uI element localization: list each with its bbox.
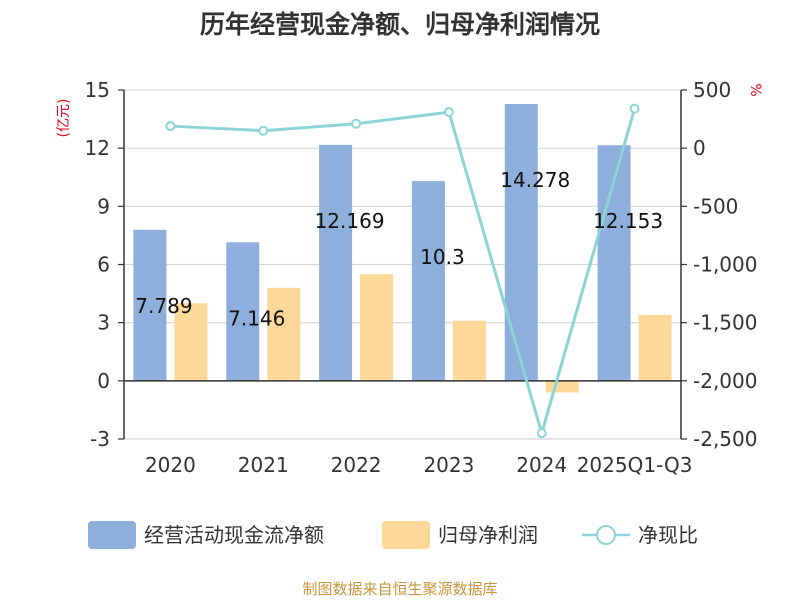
ratio-line-path (170, 108, 637, 439)
net-profit-bar (638, 314, 672, 381)
x-tick-label: 2023 (423, 453, 474, 477)
left-axis-unit: (亿元) (56, 99, 72, 138)
source-note: 制图数据来自恒生聚源数据库 (302, 580, 497, 598)
cashflow-value-label: 7.146 (228, 306, 285, 330)
net-profit-bar (452, 320, 486, 381)
cashflow-bar (319, 144, 353, 381)
legend-label: 净现比 (638, 523, 698, 547)
cashflow-bar (411, 181, 445, 381)
ratio-point (351, 118, 362, 129)
cashflow-value-label: 7.789 (135, 294, 192, 318)
axes: 15 12 9 6 3 0 -3 500 0 -500 -1,000 -1,500 -2,000 -2,5… (85, 78, 758, 477)
legend-label: 归母净利润 (438, 523, 538, 547)
cashflow-bar (226, 242, 260, 381)
net-profit-bar (545, 380, 579, 393)
left-tick-label: -3 (90, 427, 110, 451)
ratio-point (258, 125, 269, 136)
ratio-point (165, 121, 176, 132)
cashflow-value-label: 14.278 (500, 168, 570, 192)
data-labels: 7.789 7.146 12.169 10.3 14.278 12.153 (135, 168, 663, 330)
net-profit-bar (267, 287, 301, 381)
legend-swatch (88, 521, 136, 549)
right-tick-label: -500 (693, 194, 738, 218)
left-tick-label: 12 (85, 136, 110, 160)
legend: 经营活动现金流净额 归母净利润 净现比 (88, 521, 698, 549)
cashflow-value-label: 12.169 (315, 209, 385, 233)
ratio-point (629, 103, 640, 114)
left-tick-label: 0 (97, 369, 110, 393)
legend-marker (596, 525, 616, 545)
chart-title: 历年经营现金净额、归母净利润情况 (200, 10, 600, 39)
cashflow-bar (133, 229, 167, 381)
left-tick-label: 3 (97, 311, 110, 335)
right-tick-label: 500 (693, 78, 731, 102)
x-tick-label: 2024 (516, 453, 567, 477)
right-axis-unit: % (747, 83, 763, 96)
net-profit-bar (174, 303, 208, 381)
right-tick-label: 0 (693, 136, 706, 160)
ratio-line (165, 103, 640, 439)
x-tick-label: 2020 (145, 453, 196, 477)
left-tick-label: 9 (97, 194, 110, 218)
x-tick-label: 2022 (331, 453, 382, 477)
x-tick-label: 2021 (238, 453, 289, 477)
left-tick-label: 15 (85, 78, 110, 102)
cashflow-value-label: 12.153 (593, 209, 663, 233)
right-tick-label: -1,000 (693, 253, 757, 277)
x-tick-label: 2025Q1-Q3 (577, 453, 693, 477)
ratio-point (536, 428, 547, 439)
ratio-point (443, 107, 454, 118)
legend-label: 经营活动现金流净额 (144, 523, 324, 547)
right-tick-label: -2,000 (693, 369, 757, 393)
left-tick-label: 6 (97, 253, 110, 277)
cashflow-value-label: 10.3 (420, 245, 465, 269)
gridlines (124, 89, 681, 440)
net-profit-bar (360, 274, 394, 381)
bars (133, 103, 672, 393)
right-tick-label: -1,500 (693, 311, 757, 335)
legend-swatch (382, 521, 430, 549)
right-tick-label: -2,500 (693, 427, 757, 451)
cashflow-bar (504, 103, 538, 381)
